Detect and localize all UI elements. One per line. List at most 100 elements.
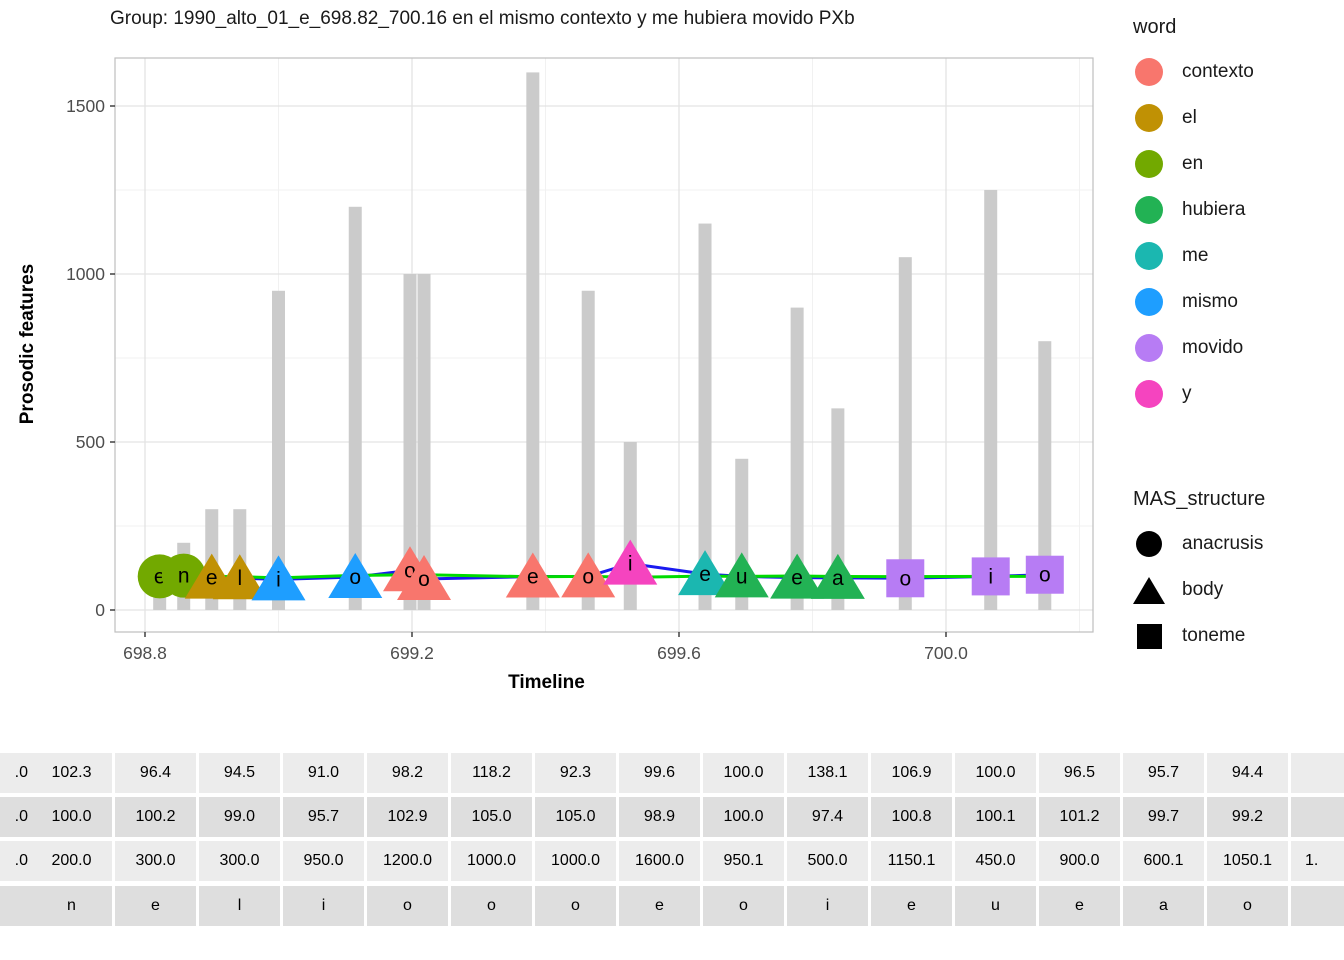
table-cell: [1291, 797, 1344, 837]
word-color-swatch: [1135, 196, 1163, 224]
legend-mas-item-toneme: toneme: [1133, 613, 1265, 659]
table-cell: 99.6: [619, 753, 700, 793]
table-cell: 100.1: [955, 797, 1036, 837]
x-tick-label: 699.6: [657, 643, 701, 663]
triangle-shape-icon: [1133, 576, 1165, 604]
marker-letter: o: [404, 559, 416, 582]
table-cell: o: [451, 886, 532, 926]
table-cell: 101.2: [1039, 797, 1120, 837]
table-cell: 1600.0: [619, 841, 700, 881]
table-cell: 1050.1: [1207, 841, 1288, 881]
marker-triangle-hubiera: [810, 553, 865, 599]
legend-word: word contexto el en hubiera me mismo mov…: [1133, 16, 1254, 417]
y-tick-label: 0: [95, 600, 105, 620]
table-cell: o: [1207, 886, 1288, 926]
table-cell: 100.2: [115, 797, 196, 837]
table-cell: [0, 886, 34, 926]
word-color-swatch: [1135, 288, 1163, 316]
marker-triangle-contexto: [561, 552, 616, 598]
duration-bar: [790, 307, 804, 610]
marker-letter: n: [178, 565, 190, 588]
table-cell: .0: [0, 841, 34, 881]
table-cell: 92.3: [535, 753, 616, 793]
legend-word-item-hubiera: hubiera: [1133, 187, 1254, 233]
table-cell: 99.2: [1207, 797, 1288, 837]
legend-word-item-movido: movido: [1133, 325, 1254, 371]
table-cell: [1291, 753, 1344, 793]
duration-bar: [403, 274, 417, 610]
x-tick-label: 698.8: [123, 643, 167, 663]
table-cell: 100.0: [31, 797, 112, 837]
panel-border: [114, 57, 1094, 633]
marker-letter: o: [582, 565, 594, 588]
marker-triangle-mismo: [328, 553, 383, 599]
circle-shape-icon: [1136, 531, 1162, 557]
table-cell: e: [115, 886, 196, 926]
table-cell: 95.7: [1123, 753, 1204, 793]
table-cell: 99.0: [199, 797, 280, 837]
table-cell: 98.9: [619, 797, 700, 837]
table-cell: [1291, 886, 1344, 926]
word-color-swatch: [1135, 334, 1163, 362]
legend-mas-label: anacrusis: [1182, 533, 1264, 554]
legend-word-item-el: el: [1133, 95, 1254, 141]
marker-triangle-hubiera: [714, 552, 769, 598]
legend-word-label: hubiera: [1182, 199, 1246, 220]
table-cell: 96.4: [115, 753, 196, 793]
table-cell: 94.4: [1207, 753, 1288, 793]
legend-word-label: en: [1182, 153, 1204, 174]
table-cell: 600.1: [1123, 841, 1204, 881]
x-tick-label: 700.0: [924, 643, 968, 663]
marker-letter: l: [237, 567, 242, 590]
duration-bar: [417, 274, 431, 610]
legend-word-label: y: [1182, 383, 1192, 404]
word-color-swatch: [1135, 380, 1163, 408]
table-cell: 99.7: [1123, 797, 1204, 837]
table-cell: .0: [0, 753, 34, 793]
table-cell: 100.0: [703, 753, 784, 793]
y-tick-label: 500: [76, 432, 105, 452]
table-cell: 300.0: [199, 841, 280, 881]
table-cell: o: [367, 886, 448, 926]
duration-bar: [1038, 341, 1052, 610]
chart-title: Group: 1990_alto_01_e_698.82_700.16 en e…: [110, 8, 855, 29]
marker-letter: o: [1039, 564, 1051, 587]
table-cell: 105.0: [451, 797, 532, 837]
table-cell: 1000.0: [535, 841, 616, 881]
table-cell: o: [703, 886, 784, 926]
duration-bar: [526, 72, 540, 610]
table-cell: 97.4: [787, 797, 868, 837]
x-tick-label: 699.2: [390, 643, 434, 663]
marker-letter: i: [628, 553, 633, 576]
legend-word-item-me: me: [1133, 233, 1254, 279]
legend-mas-label: toneme: [1182, 625, 1246, 646]
legend-word-label: el: [1182, 107, 1197, 128]
legend-word-item-contexto: contexto: [1133, 49, 1254, 95]
table-cell: 95.7: [283, 797, 364, 837]
marker-letter: e: [527, 566, 539, 589]
word-color-swatch: [1135, 150, 1163, 178]
table-cell: 950.1: [703, 841, 784, 881]
table-cell: 94.5: [199, 753, 280, 793]
legend-word-label: contexto: [1182, 61, 1254, 82]
table-cell: 105.0: [535, 797, 616, 837]
marker-square-movido: [971, 557, 1010, 596]
table-cell: 200.0: [31, 841, 112, 881]
table-cell: 106.9: [871, 753, 952, 793]
marker-letter: u: [736, 565, 748, 588]
table-cell: 1000.0: [451, 841, 532, 881]
table-cell: 500.0: [787, 841, 868, 881]
legend-word-label: mismo: [1182, 291, 1238, 312]
duration-bar: [984, 189, 998, 610]
word-color-swatch: [1135, 242, 1163, 270]
x-axis-title: Timeline: [508, 672, 585, 693]
word-color-swatch: [1135, 58, 1163, 86]
table-cell: 300.0: [115, 841, 196, 881]
table-cell: i: [787, 886, 868, 926]
table-cell: 450.0: [955, 841, 1036, 881]
marker-letter: a: [832, 567, 844, 590]
table-cell: 100.0: [955, 753, 1036, 793]
